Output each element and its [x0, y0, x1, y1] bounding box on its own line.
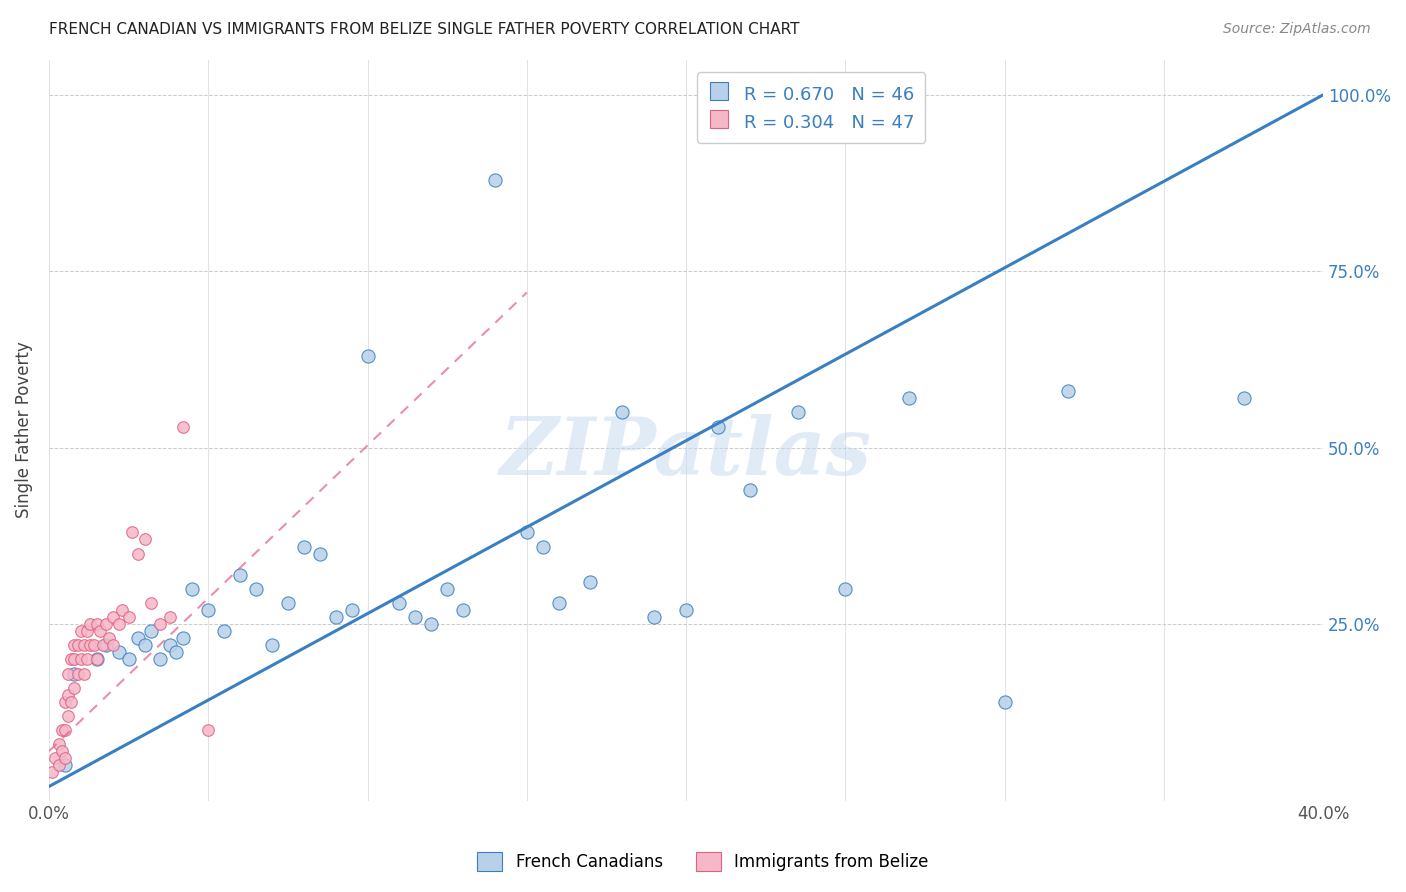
Point: [181, 582, 204, 596]
Point: [484, 172, 506, 186]
Point: [531, 540, 554, 554]
Point: [898, 392, 921, 406]
Point: [994, 695, 1017, 709]
Point: [86, 652, 108, 666]
Point: [117, 652, 139, 666]
Point: [63, 666, 86, 681]
Y-axis label: Single Father Poverty: Single Father Poverty: [15, 342, 32, 518]
Point: [245, 582, 267, 596]
Point: [108, 617, 131, 632]
Text: FRENCH CANADIAN VS IMMIGRANTS FROM BELIZE SINGLE FATHER POVERTY CORRELATION CHAR: FRENCH CANADIAN VS IMMIGRANTS FROM BELIZ…: [49, 22, 800, 37]
Point: [51, 723, 73, 737]
Point: [159, 610, 181, 624]
Point: [73, 638, 96, 652]
Point: [643, 610, 665, 624]
Point: [73, 666, 96, 681]
Point: [738, 483, 761, 497]
Point: [60, 695, 83, 709]
Point: [101, 610, 124, 624]
Point: [86, 652, 108, 666]
Text: Source: ZipAtlas.com: Source: ZipAtlas.com: [1223, 22, 1371, 37]
Point: [516, 525, 538, 540]
Point: [53, 751, 76, 765]
Point: [111, 603, 134, 617]
Point: [834, 582, 856, 596]
Point: [707, 419, 730, 434]
Point: [51, 744, 73, 758]
Point: [356, 349, 378, 363]
Point: [139, 596, 162, 610]
Point: [53, 758, 76, 772]
Point: [127, 547, 149, 561]
Point: [159, 638, 181, 652]
Point: [404, 610, 426, 624]
Point: [41, 765, 63, 780]
Point: [56, 688, 79, 702]
Point: [79, 617, 101, 632]
Point: [579, 574, 602, 589]
Point: [48, 737, 70, 751]
Point: [56, 666, 79, 681]
Point: [69, 624, 91, 639]
Legend: French Canadians, Immigrants from Belize: French Canadians, Immigrants from Belize: [470, 843, 936, 880]
Point: [86, 617, 108, 632]
Point: [547, 596, 569, 610]
Point: [420, 617, 443, 632]
Point: [48, 758, 70, 772]
Point: [134, 638, 156, 652]
Point: [44, 751, 66, 765]
Point: [91, 638, 114, 652]
Point: [229, 567, 252, 582]
Point: [786, 405, 808, 419]
Point: [340, 603, 363, 617]
Legend: R = 0.670   N = 46, R = 0.304   N = 47: R = 0.670 N = 46, R = 0.304 N = 47: [697, 72, 925, 143]
Point: [56, 709, 79, 723]
Point: [1057, 384, 1080, 399]
Point: [197, 723, 219, 737]
Point: [121, 525, 143, 540]
Point: [96, 617, 118, 632]
Point: [325, 610, 347, 624]
Point: [451, 603, 474, 617]
Point: [69, 652, 91, 666]
Text: ZIPatlas: ZIPatlas: [501, 414, 872, 491]
Point: [76, 652, 98, 666]
Point: [1232, 392, 1254, 406]
Point: [63, 652, 86, 666]
Point: [212, 624, 235, 639]
Point: [172, 419, 194, 434]
Point: [53, 695, 76, 709]
Point: [260, 638, 283, 652]
Point: [149, 652, 172, 666]
Point: [388, 596, 411, 610]
Point: [127, 632, 149, 646]
Point: [197, 603, 219, 617]
Point: [53, 723, 76, 737]
Point: [172, 632, 194, 646]
Point: [612, 405, 634, 419]
Point: [89, 624, 111, 639]
Point: [436, 582, 458, 596]
Point: [308, 547, 330, 561]
Point: [66, 666, 89, 681]
Point: [76, 624, 98, 639]
Point: [66, 638, 89, 652]
Point: [63, 638, 86, 652]
Point: [83, 638, 105, 652]
Point: [149, 617, 172, 632]
Point: [96, 638, 118, 652]
Point: [101, 638, 124, 652]
Point: [98, 632, 121, 646]
Point: [139, 624, 162, 639]
Point: [165, 645, 187, 659]
Point: [108, 645, 131, 659]
Point: [675, 603, 697, 617]
Point: [79, 638, 101, 652]
Point: [134, 533, 156, 547]
Point: [63, 681, 86, 695]
Point: [277, 596, 299, 610]
Point: [60, 652, 83, 666]
Point: [292, 540, 315, 554]
Point: [117, 610, 139, 624]
